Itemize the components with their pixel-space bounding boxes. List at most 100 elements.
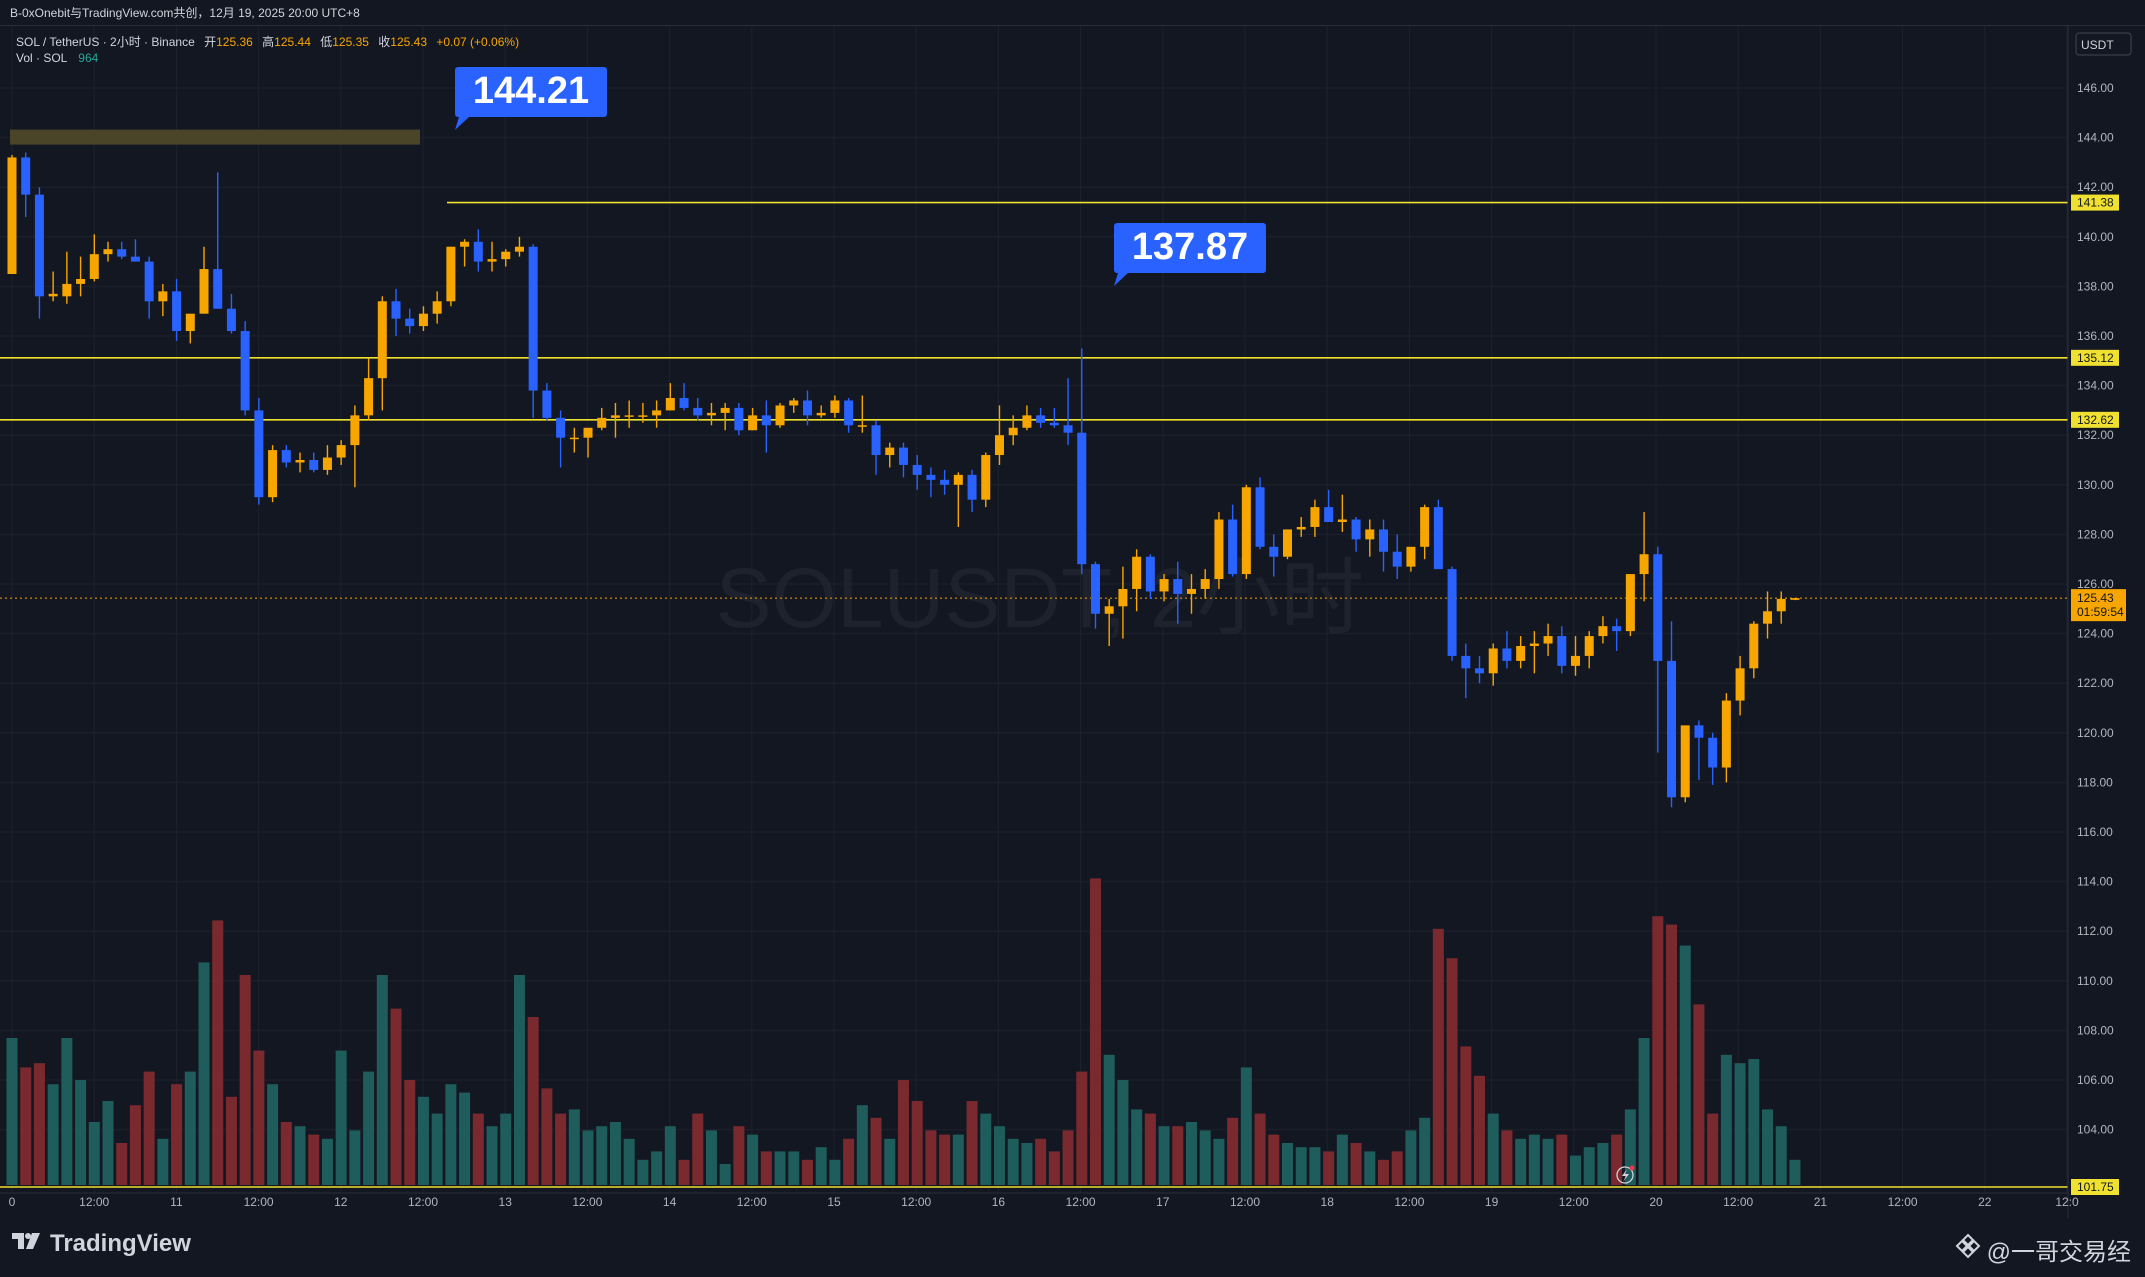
candle-body xyxy=(857,425,867,427)
volume-bar xyxy=(1227,1117,1239,1185)
time-axis[interactable]: 0 12:00 11 12:00 12 12:00 13 12:00 14 12:00 15 12:0… xyxy=(9,1195,2079,1209)
candle-body xyxy=(761,415,771,426)
volume-bar xyxy=(980,1113,992,1185)
tradingview-mark-icon xyxy=(12,1230,44,1258)
volume-bar xyxy=(1391,1151,1403,1185)
time-tick-label: 19 xyxy=(1485,1195,1499,1209)
price-axis[interactable]: 146.00 144.00 142.00 140.00 138.00 136.00 134.… xyxy=(2071,81,2126,1195)
volume-bar xyxy=(897,1080,909,1185)
volume-bar xyxy=(1789,1159,1801,1185)
candle-body xyxy=(1571,655,1581,666)
time-tick-label: 14 xyxy=(663,1195,677,1209)
candle-body xyxy=(638,415,648,417)
candle-body xyxy=(1721,700,1731,768)
candle-body xyxy=(1694,725,1704,738)
price-tick-label: 112.00 xyxy=(2077,924,2113,938)
price-tick-label: 104.00 xyxy=(2077,1123,2114,1137)
time-tick-label: 22 xyxy=(1978,1195,1992,1209)
candle-body xyxy=(281,450,291,463)
volume-bar xyxy=(6,1038,18,1185)
price-tag-level-1 xyxy=(2071,194,2119,211)
volume-bar xyxy=(171,1084,183,1185)
volume-bar xyxy=(1268,1134,1280,1185)
volume-bar xyxy=(33,1063,45,1185)
candle-body xyxy=(1118,588,1128,607)
candle-body xyxy=(1735,668,1745,701)
price-callout-pointer xyxy=(455,117,469,130)
share-info-bar: B-0xOnebit与TradingView.com共创，12月 19, 202… xyxy=(0,0,2145,26)
volume-bar xyxy=(651,1151,663,1185)
volume-bar xyxy=(966,1101,978,1185)
horizontal-levels[interactable] xyxy=(0,129,2068,1188)
candlesticks xyxy=(7,152,1800,808)
candle-body xyxy=(268,450,278,498)
price-callout-box[interactable] xyxy=(455,67,607,117)
legend-row-ohlc: SOL / TetherUS · 2小时 · Binance 开125.36 高… xyxy=(16,34,519,49)
volume-bar xyxy=(1213,1138,1225,1185)
candle-body xyxy=(34,194,44,297)
candle-body xyxy=(1145,556,1155,592)
candle-body xyxy=(432,301,442,314)
tradingview-logo[interactable]: TradingView xyxy=(12,1230,191,1258)
time-tick-label: 12:00 xyxy=(1559,1195,1589,1209)
change-value: +0.07 (+0.06%) xyxy=(436,35,519,49)
candle-body xyxy=(1625,574,1635,632)
close-value: 125.43 xyxy=(390,35,427,49)
candle-body xyxy=(1639,554,1649,575)
volume-bar xyxy=(527,1017,539,1185)
candle-body xyxy=(1708,737,1718,768)
candle-body xyxy=(597,417,607,428)
volume-bar xyxy=(445,1084,457,1185)
price-tag-level-3 xyxy=(2071,411,2119,428)
candle-body xyxy=(953,474,963,485)
volume-bar xyxy=(1487,1113,1499,1185)
alert-lightning-icon[interactable] xyxy=(1616,1165,1635,1184)
price-tick-label: 134.00 xyxy=(2077,379,2114,393)
candle-body xyxy=(1529,643,1539,646)
time-tick-label: 18 xyxy=(1321,1195,1335,1209)
candle-body xyxy=(1612,626,1622,632)
candle-body xyxy=(912,464,922,475)
volume-bar xyxy=(1734,1063,1746,1185)
supply-zone-box[interactable] xyxy=(10,129,420,145)
price-tick-label: 106.00 xyxy=(2077,1073,2114,1087)
volume-bar xyxy=(623,1138,635,1185)
price-callouts[interactable]: 144.21 137.87 xyxy=(455,67,1266,286)
candle-body xyxy=(144,261,154,302)
candle-body xyxy=(1406,546,1416,567)
candle-body xyxy=(1282,529,1292,557)
volume-bar xyxy=(1364,1151,1376,1185)
volume-bar xyxy=(472,1113,484,1185)
volume-bar xyxy=(225,1096,237,1185)
candle-body xyxy=(679,398,689,408)
candle-body xyxy=(405,318,415,327)
candle-body xyxy=(1090,564,1100,614)
volume-bar xyxy=(102,1101,114,1185)
volume-bar xyxy=(733,1126,745,1185)
time-tick-label: 12:00 xyxy=(79,1195,109,1209)
candle-body xyxy=(1173,579,1183,594)
candle-body xyxy=(1228,519,1238,575)
candle-body xyxy=(1749,623,1759,669)
candle-body xyxy=(569,437,579,440)
candle-body xyxy=(1214,519,1224,580)
candle-body xyxy=(844,400,854,426)
time-tick-label: 12:0 xyxy=(2055,1195,2079,1209)
candle-body xyxy=(213,269,223,309)
candle-body xyxy=(76,278,86,284)
candle-body xyxy=(1392,551,1402,567)
candle-body xyxy=(391,301,401,319)
chart-background xyxy=(0,26,2145,1218)
volume-bar xyxy=(404,1080,416,1185)
volume-bar xyxy=(1323,1151,1335,1185)
volume-bar xyxy=(1638,1038,1650,1185)
volume-bar xyxy=(335,1050,347,1185)
candle-body xyxy=(706,412,716,416)
volume-bar xyxy=(1021,1143,1033,1185)
volume-value: 964 xyxy=(78,51,98,65)
candle-body xyxy=(624,415,634,417)
volume-bar xyxy=(486,1126,498,1185)
price-callout-box[interactable] xyxy=(1114,223,1266,273)
currency-button[interactable] xyxy=(2075,32,2132,56)
